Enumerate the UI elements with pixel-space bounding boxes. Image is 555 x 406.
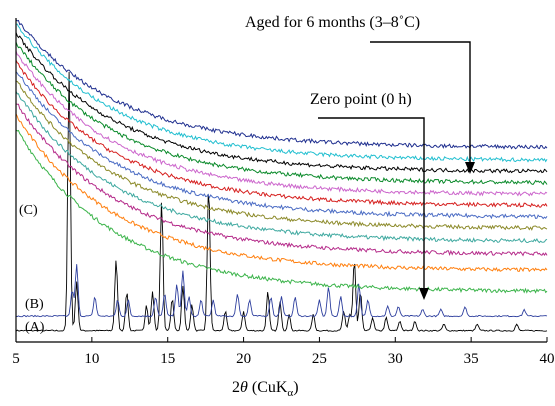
series-line-13: [15, 19, 548, 150]
annotation-zero-arrow: [318, 117, 425, 294]
curve-label-c: (C): [19, 203, 38, 218]
curves-layer: [15, 19, 548, 332]
annotation-aged-arrow: [370, 41, 471, 168]
series-line-5: [15, 91, 548, 244]
series-line-2: [15, 129, 548, 294]
annotation-zero: Zero point (0 h): [310, 91, 412, 108]
series-line-12: [15, 23, 548, 163]
series-line-9: [15, 50, 548, 197]
series-line-11: [15, 32, 548, 174]
x-tick-label: 20: [236, 351, 251, 367]
annotation-zero-arrowhead: [419, 288, 429, 300]
annotation-aged-arrowhead: [465, 162, 475, 174]
series-line-1: [15, 264, 548, 318]
curve-label-b: (B): [25, 297, 44, 312]
series-line-4: [15, 103, 548, 257]
x-ticks: 5 10 15 20 25 30 35 40: [12, 337, 555, 367]
series-line-0: [15, 71, 548, 332]
x-tick-label: 35: [464, 351, 479, 367]
series-line-7: [15, 71, 548, 220]
annotation-aged: Aged for 6 months (3–8˚C): [245, 14, 420, 31]
x-tick-label: 10: [84, 351, 99, 367]
x-axis-label: 2θ (CuKα): [232, 379, 299, 399]
series-line-6: [15, 80, 548, 231]
x-tick-label: 5: [12, 351, 20, 367]
curve-label-a: (A): [25, 320, 45, 335]
x-tick-label: 40: [540, 351, 555, 367]
x-tick-label: 30: [388, 351, 403, 367]
x-tick-label: 15: [160, 351, 175, 367]
series-line-8: [15, 59, 548, 208]
series-line-3: [15, 113, 548, 273]
series-line-10: [15, 41, 548, 186]
x-tick-label: 25: [312, 351, 327, 367]
